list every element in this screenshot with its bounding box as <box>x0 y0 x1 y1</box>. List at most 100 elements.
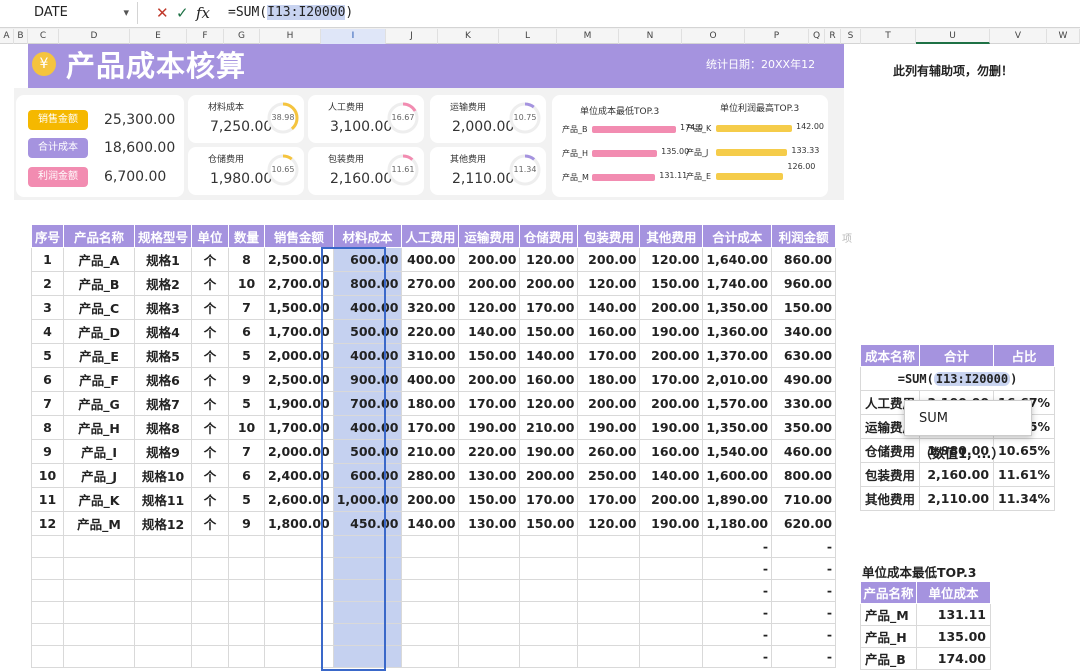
table-cell[interactable]: 350.00 <box>771 415 837 440</box>
column-header-o[interactable]: O <box>682 29 745 44</box>
cancel-icon[interactable]: ✕ <box>156 4 169 22</box>
table-cell[interactable]: 规格11 <box>134 487 193 512</box>
table-cell[interactable] <box>134 579 193 602</box>
table-cell[interactable]: 130.00 <box>458 511 521 536</box>
summary-cell[interactable]: 2,110.00 <box>919 486 995 511</box>
table-cell[interactable]: - <box>771 645 837 668</box>
column-header-p[interactable]: P <box>745 29 809 44</box>
table-cell[interactable]: 700.00 <box>332 391 403 416</box>
column-header-f[interactable]: F <box>187 29 224 44</box>
table-cell[interactable] <box>191 623 230 646</box>
table-cell[interactable]: 1 <box>30 247 65 272</box>
table-cell[interactable]: 170.00 <box>519 487 579 512</box>
table-cell[interactable]: 200.00 <box>458 271 521 296</box>
table-cell[interactable] <box>191 535 230 558</box>
table-cell[interactable]: 7 <box>30 391 65 416</box>
table-cell[interactable] <box>639 579 704 602</box>
table-cell[interactable] <box>228 645 266 668</box>
table-cell[interactable] <box>639 601 704 624</box>
top3-cell[interactable]: 131.11 <box>916 603 991 626</box>
summary-cell[interactable]: 10.65% <box>993 438 1056 463</box>
table-cell[interactable] <box>519 623 579 646</box>
table-cell[interactable]: 1,360.00 <box>702 319 773 344</box>
table-cell[interactable]: 个 <box>191 463 230 488</box>
table-cell[interactable]: 200.00 <box>639 295 704 320</box>
summary-cell[interactable]: 包装费用 <box>859 462 921 487</box>
table-cell[interactable]: 2,400.00 <box>264 463 334 488</box>
column-header-cell[interactable]: 利润金额 <box>771 224 837 248</box>
column-header-s[interactable]: S <box>841 29 861 44</box>
table-cell[interactable]: 170.00 <box>639 367 704 392</box>
table-cell[interactable]: 200.00 <box>401 487 460 512</box>
table-cell[interactable]: 200.00 <box>639 487 704 512</box>
column-header-l[interactable]: L <box>499 29 557 44</box>
table-cell[interactable]: 1,800.00 <box>264 511 334 536</box>
table-cell[interactable]: - <box>771 535 837 558</box>
table-cell[interactable]: 2,000.00 <box>264 343 334 368</box>
table-cell[interactable]: - <box>702 645 773 668</box>
table-cell[interactable]: 个 <box>191 319 230 344</box>
table-cell[interactable]: 1,000.00 <box>332 487 403 512</box>
table-cell[interactable]: 400.00 <box>401 247 460 272</box>
table-cell[interactable] <box>30 535 65 558</box>
table-cell[interactable]: 1,890.00 <box>702 487 773 512</box>
table-cell[interactable]: 产品_K <box>63 487 136 512</box>
table-cell[interactable]: 500.00 <box>332 439 403 464</box>
table-cell[interactable] <box>264 557 334 580</box>
chevron-down-icon[interactable]: ▾ <box>123 6 129 19</box>
column-header-cell[interactable]: 序号 <box>30 224 65 248</box>
table-cell[interactable]: - <box>771 557 837 580</box>
table-cell[interactable]: 9 <box>228 511 266 536</box>
table-cell[interactable]: 280.00 <box>401 463 460 488</box>
table-cell[interactable]: 180.00 <box>577 367 641 392</box>
column-header-q[interactable]: Q <box>809 29 825 44</box>
table-cell[interactable] <box>228 535 266 558</box>
table-cell[interactable]: 120.00 <box>519 391 579 416</box>
table-cell[interactable] <box>401 579 460 602</box>
table-cell[interactable] <box>63 601 136 624</box>
table-cell[interactable]: 1,570.00 <box>702 391 773 416</box>
table-cell[interactable]: 200.00 <box>639 343 704 368</box>
column-header-d[interactable]: D <box>59 29 130 44</box>
table-cell[interactable]: 190.00 <box>458 415 521 440</box>
table-cell[interactable] <box>577 557 641 580</box>
top3-cell[interactable]: 174.00 <box>916 647 991 670</box>
table-cell[interactable]: 10 <box>228 271 266 296</box>
top3-cell[interactable]: 产品_M <box>860 603 917 626</box>
table-cell[interactable] <box>134 601 193 624</box>
table-cell[interactable]: 400.00 <box>401 367 460 392</box>
table-cell[interactable]: 120.00 <box>519 247 579 272</box>
table-cell[interactable] <box>228 579 266 602</box>
table-cell[interactable] <box>264 623 334 646</box>
table-cell[interactable]: - <box>702 557 773 580</box>
table-cell[interactable]: 200.00 <box>458 247 521 272</box>
table-cell[interactable]: 160.00 <box>577 319 641 344</box>
table-cell[interactable]: 产品_F <box>63 367 136 392</box>
table-cell[interactable] <box>401 623 460 646</box>
table-cell[interactable] <box>191 579 230 602</box>
table-cell[interactable]: 2,600.00 <box>264 487 334 512</box>
table-cell[interactable]: 460.00 <box>771 439 837 464</box>
table-cell[interactable]: 120.00 <box>639 247 704 272</box>
table-cell[interactable] <box>401 557 460 580</box>
top3-cell[interactable]: 产品_H <box>860 625 917 648</box>
table-cell[interactable]: 3 <box>30 295 65 320</box>
table-cell[interactable] <box>519 579 579 602</box>
column-header-n[interactable]: N <box>619 29 682 44</box>
table-cell[interactable]: 210.00 <box>401 439 460 464</box>
table-cell[interactable]: 1,740.00 <box>702 271 773 296</box>
table-cell[interactable]: 800.00 <box>771 463 837 488</box>
table-cell[interactable]: 400.00 <box>332 343 403 368</box>
table-cell[interactable]: 个 <box>191 295 230 320</box>
table-cell[interactable] <box>519 645 579 668</box>
table-cell[interactable]: 200.00 <box>519 271 579 296</box>
table-cell[interactable]: - <box>702 535 773 558</box>
summary-cell[interactable]: 仓储费用 <box>859 438 921 463</box>
table-cell[interactable] <box>458 601 521 624</box>
column-header-w[interactable]: W <box>1047 29 1080 44</box>
table-cell[interactable]: - <box>771 579 837 602</box>
table-cell[interactable] <box>264 535 334 558</box>
table-cell[interactable]: 330.00 <box>771 391 837 416</box>
table-cell[interactable]: 130.00 <box>458 463 521 488</box>
table-cell[interactable] <box>639 645 704 668</box>
